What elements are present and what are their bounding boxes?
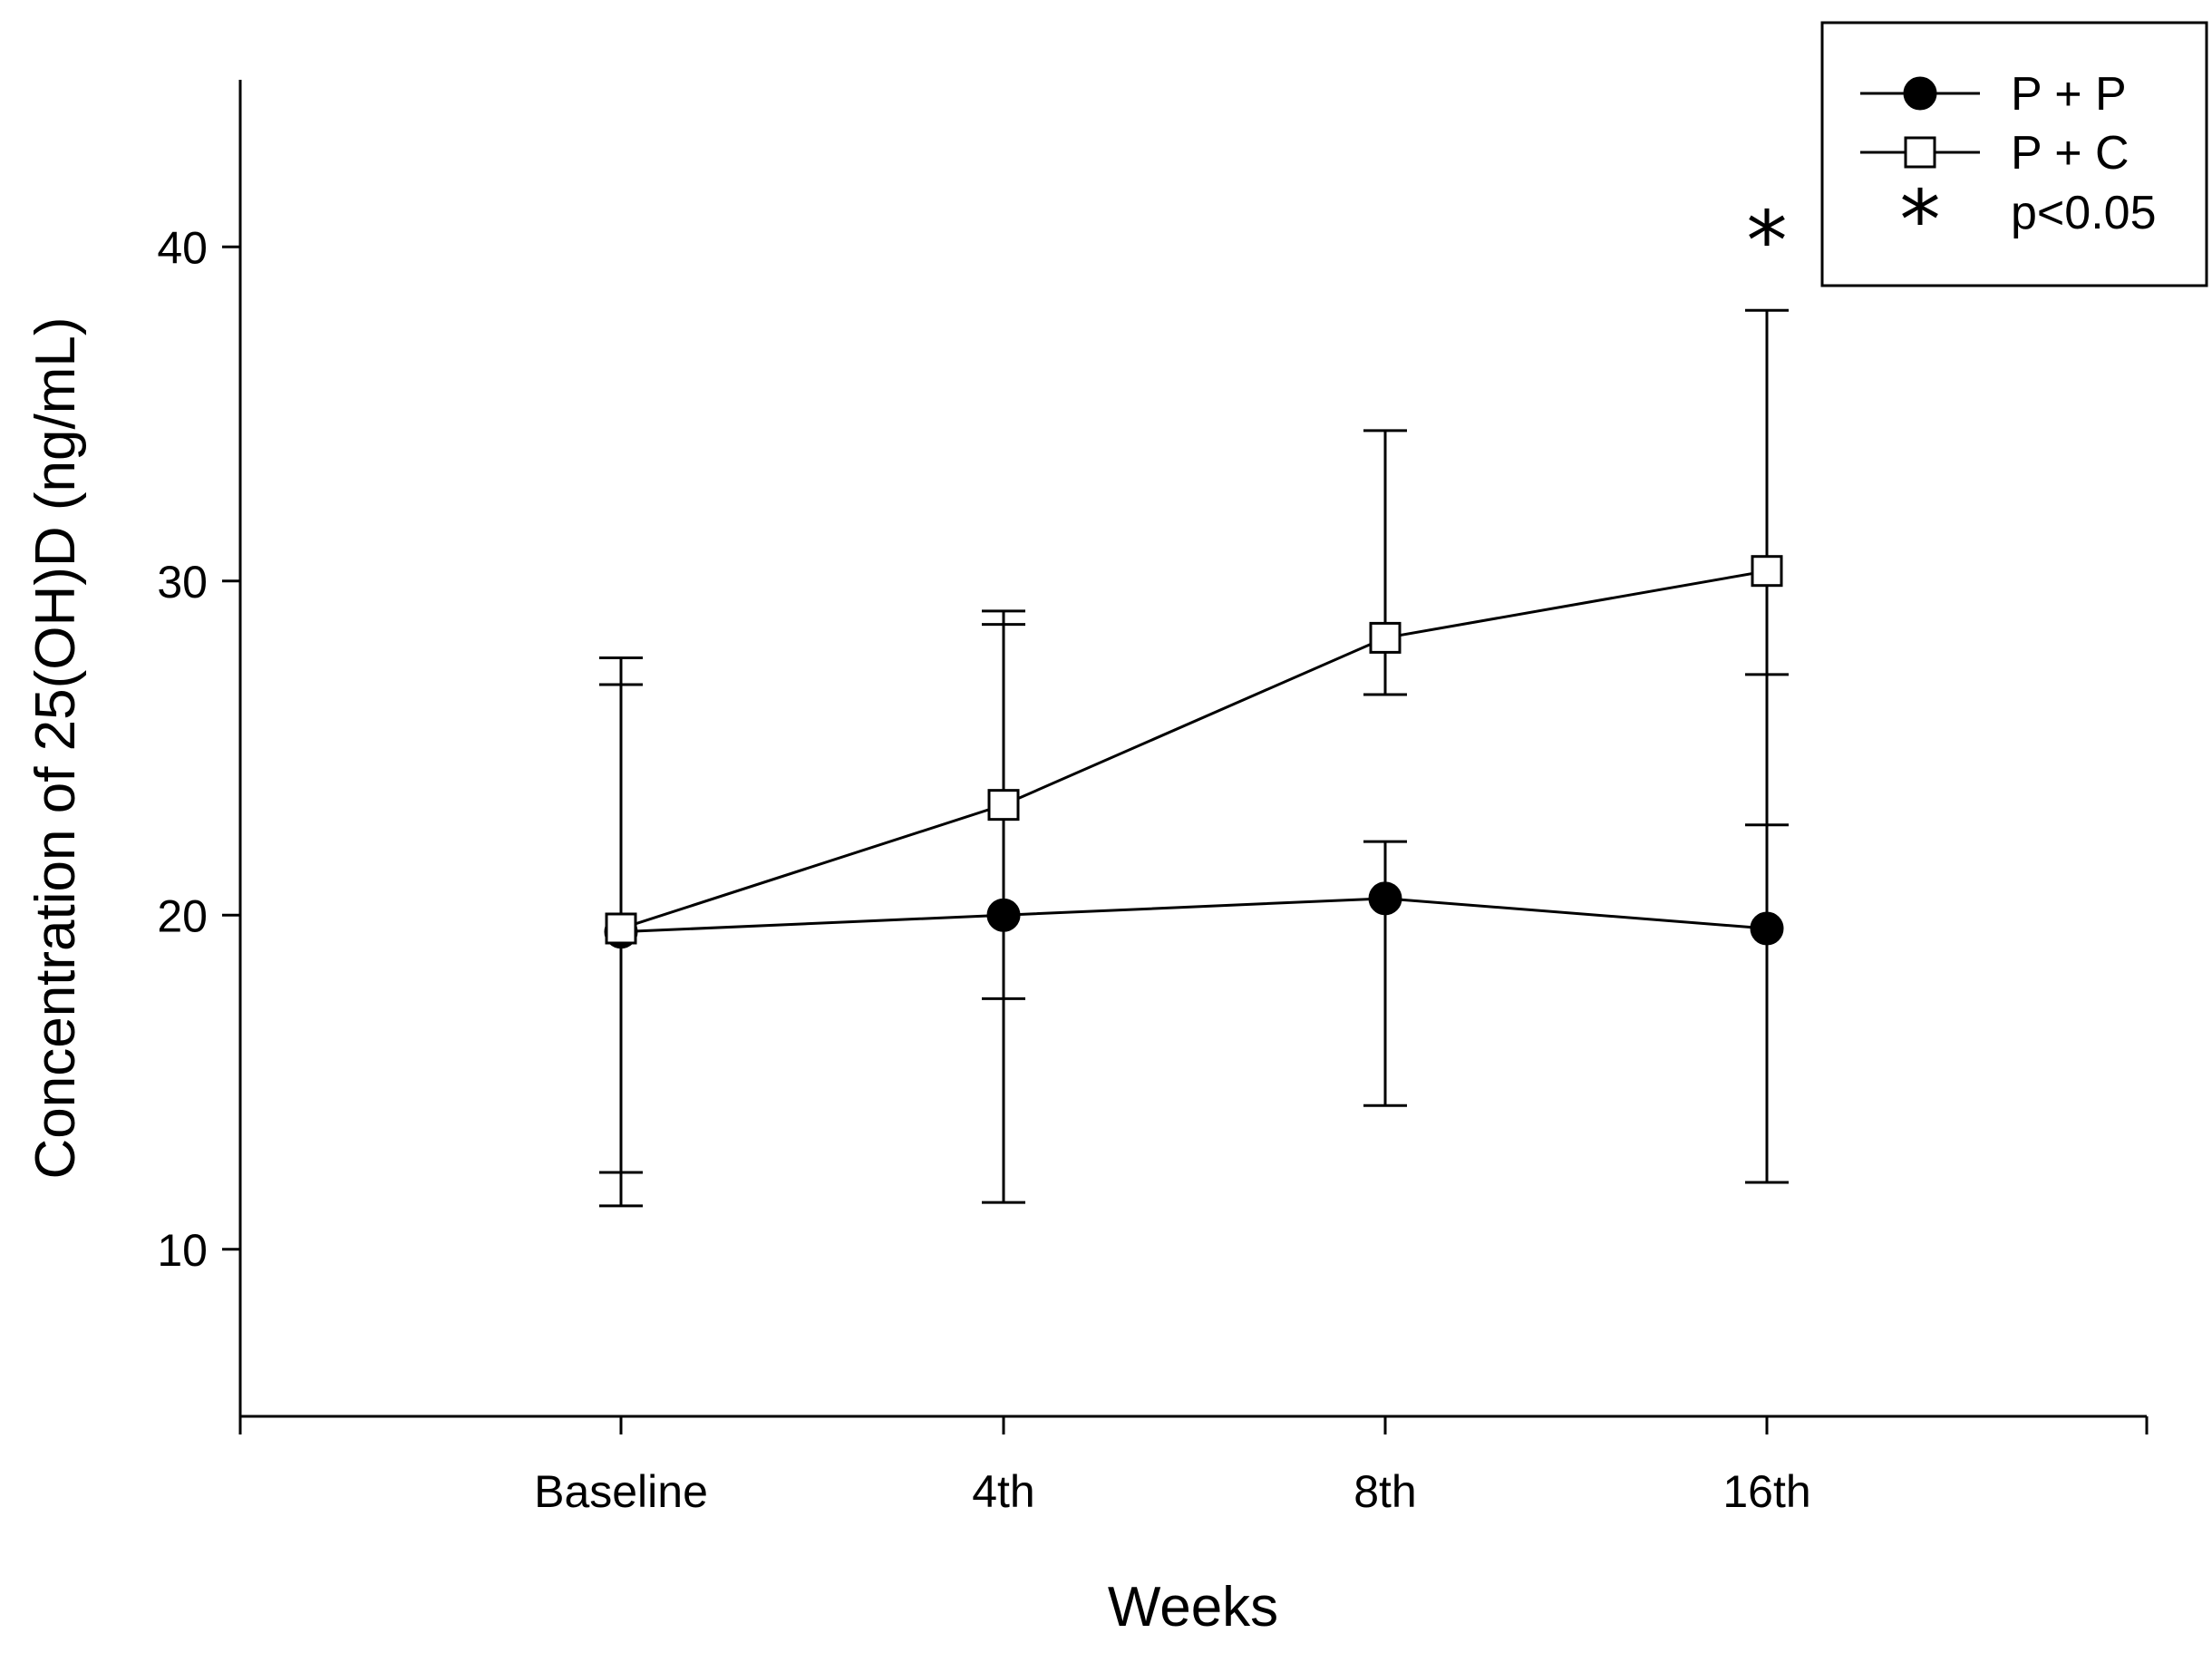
series-lines: [620, 569, 1768, 934]
data-point: [1751, 555, 1783, 588]
y-tick-label: 10: [157, 1225, 208, 1276]
x-tick-label: 16th: [1722, 1466, 1810, 1517]
data-point: [1368, 881, 1402, 916]
data-point: [1369, 621, 1402, 654]
x-tick-label: 4th: [972, 1466, 1035, 1517]
data-point: [605, 912, 637, 945]
legend-asterisk: *: [1900, 173, 1941, 268]
data-point: [1750, 911, 1784, 946]
axes: 10 20 30 40 Baseline 4th 8th 16th Weeks Concentra…: [24, 80, 2149, 1638]
series-markers: [604, 555, 1784, 949]
data-point: [987, 789, 1020, 822]
legend-box: [1820, 21, 2208, 287]
y-tick-label: 20: [157, 890, 208, 941]
series-line-p-plus-c: [620, 569, 1768, 930]
legend-marker: [1903, 76, 1937, 111]
y-tick-label: 30: [157, 557, 208, 608]
x-tick-label: 8th: [1353, 1466, 1417, 1517]
x-tick-label: Baseline: [534, 1466, 708, 1517]
legend-label: p<0.05: [2011, 187, 2157, 239]
error-bars: [599, 308, 1789, 1208]
legend-label: P + P: [2011, 68, 2127, 121]
series-line-p-plus-p: [620, 897, 1768, 934]
y-tick-label: 40: [157, 222, 208, 273]
legend-marker: [1904, 136, 1936, 169]
legend: P + P P + C * p<0.05: [1820, 21, 2208, 287]
legend-label: P + C: [2011, 127, 2130, 180]
significance-asterisk: *: [1747, 194, 1788, 289]
data-point: [986, 898, 1021, 932]
annotations: *: [1747, 194, 1788, 289]
x-axis-title: Weeks: [1108, 1576, 1278, 1638]
y-axis-title: Concentration of 25(OH)D (ng/mL): [24, 316, 87, 1179]
